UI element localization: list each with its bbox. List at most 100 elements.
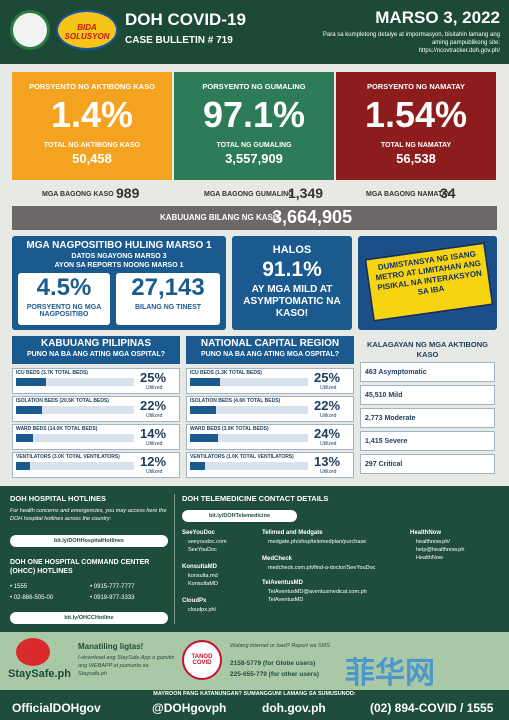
- hotline-text: For health concerns and emergencies, you…: [10, 508, 167, 522]
- card-label: PORSYENTO NG GUMALING: [202, 82, 306, 91]
- card-total-label: TOTAL NG AKTIBONG KASO: [43, 142, 141, 149]
- subtitle: CASE BULLETIN # 719: [125, 35, 233, 46]
- utilized-label: Utilized: [146, 413, 163, 419]
- tested-card: [116, 273, 220, 325]
- bida-logo: [56, 10, 118, 50]
- status-item: 463 Asymptomatic: [360, 362, 495, 382]
- mild-value: 91.1%: [262, 258, 322, 281]
- provider-line[interactable]: TelAventusMD: [268, 597, 304, 603]
- row-label: ICU BEDS (3.7K TOTAL BEDS): [16, 370, 88, 376]
- card: [12, 72, 172, 180]
- positivity-line: AYON SA REPORTS NOONG MARSO 1: [54, 262, 184, 269]
- rate: 4.5%: [36, 274, 92, 301]
- provider-line[interactable]: medgate.ph/shop/telemedplan/purchase: [268, 539, 367, 545]
- utilization: 25%: [140, 370, 167, 385]
- footer: [0, 690, 509, 720]
- bar-track: [16, 462, 134, 470]
- utilization: 12%: [140, 454, 167, 469]
- provider-line[interactable]: SeeYouDoc: [188, 547, 217, 553]
- footer-twitter[interactable]: @DOHgovph: [152, 701, 227, 715]
- tele-link[interactable]: bit.ly/DOHTelemedicine: [182, 510, 297, 522]
- provider-name: Telimed and Medgate: [262, 530, 323, 536]
- tanod-other: 225-655-779 (for other users): [230, 671, 319, 678]
- staysafe-band: [0, 632, 509, 690]
- bar-track: [190, 462, 308, 470]
- bar: [190, 434, 219, 442]
- new-label: MGA BAGONG NAMATAY: [366, 191, 451, 198]
- status-item: 1,415 Severe: [360, 431, 495, 451]
- provider-line[interactable]: konsulta.md: [188, 573, 218, 579]
- utilized-label: Utilized: [146, 469, 163, 475]
- status-title: KALAGAYAN NG MGA AKTIBONG KASO: [367, 340, 488, 359]
- provider-line[interactable]: help@healthnow.ph: [416, 547, 465, 553]
- bar: [190, 406, 216, 414]
- bar: [16, 378, 46, 386]
- provider-line[interactable]: healthnow.ph/: [416, 539, 450, 545]
- new-label: MGA BAGONG GUMALING: [204, 191, 294, 198]
- total-value: 3,664,905: [272, 207, 353, 227]
- new-label: MGA BAGONG KASO: [42, 191, 114, 198]
- hospital-header: [186, 336, 354, 364]
- rate-card: [18, 273, 110, 325]
- utilized-label: Utilized: [146, 441, 163, 447]
- row-label: WARD BEDS (3.9K TOTAL BEDS): [190, 426, 269, 432]
- hotline-number: • 02-886-505-00: [10, 595, 54, 601]
- mild-box: [232, 236, 352, 330]
- new-value: 1,349: [288, 185, 324, 201]
- utilization: 24%: [314, 426, 341, 441]
- doh-logo: [10, 10, 50, 50]
- footer-question: MAYROON PANG KATANUNGAN? SUMANGGUNI LAMA…: [153, 691, 356, 697]
- card-label: PORSYENTO NG AKTIBONG KASO: [29, 82, 155, 91]
- provider-name: TelAventusMD: [262, 580, 304, 586]
- card-total: 50,458: [72, 151, 112, 166]
- utilized-label: Utilized: [320, 385, 337, 391]
- bida-text: BIDA SOLUSYON: [64, 23, 110, 41]
- status-item: 297 Critical: [360, 454, 495, 474]
- provider-line[interactable]: seeyoudoc.com: [188, 539, 227, 545]
- hotline-link[interactable]: bit.ly/DOHHospitalHotlines: [10, 535, 168, 547]
- hospital-title: NATIONAL CAPITAL REGION: [200, 338, 340, 349]
- status-item: 2,773 Moderate: [360, 408, 495, 428]
- card-percent: 1.4%: [50, 94, 134, 135]
- hospital-subtitle: PUNO NA BA ANG ATING MGA OSPITAL?: [26, 351, 166, 358]
- hotline-number: • 0919-977-3333: [90, 595, 135, 601]
- mild-text: AY MGA MILD AT ASYMPTOMATIC NA KASO!: [243, 284, 341, 319]
- tanod-icon: [182, 640, 222, 680]
- provider-line[interactable]: HealthNow: [416, 555, 443, 561]
- card-label: PORSYENTO NG NAMATAY: [366, 82, 466, 91]
- provider-line[interactable]: KonsultaMD: [188, 581, 218, 587]
- provider-name: HealthNow: [410, 530, 442, 536]
- provider-line[interactable]: medcheck.com.ph/find-a-doctor/SeeYouDoc: [268, 565, 376, 571]
- ohcc-link[interactable]: bit.ly/OHCCHotline: [10, 612, 168, 624]
- provider-line[interactable]: cloudpx.ph/: [188, 607, 217, 613]
- utilized-label: Utilized: [320, 413, 337, 419]
- tanod-logo: TANOD COVID: [191, 654, 213, 666]
- tele-title: DOH TELEMEDICINE CONTACT DETAILS: [182, 494, 329, 503]
- provider-name: CloudPx: [182, 598, 207, 604]
- utilization: 25%: [314, 370, 341, 385]
- hospital-subtitle: PUNO NA BA ANG ATING MGA OSPITAL?: [200, 351, 340, 358]
- total-label: KABUUANG BILANG NG KASO: [160, 213, 280, 222]
- bar-track: [16, 434, 134, 442]
- bar: [16, 462, 31, 470]
- hotline-title: DOH HOSPITAL HOTLINES: [10, 494, 106, 503]
- provider-name: MedCheck: [262, 556, 293, 562]
- card: [174, 72, 334, 180]
- utilization: 22%: [140, 398, 167, 413]
- hospital-title: KABUUANG PILIPINAS: [40, 338, 151, 349]
- card: [336, 72, 496, 180]
- positivity-title: MGA NAGPOSITIBO HULING MARSO 1: [26, 240, 212, 251]
- utilization: 22%: [314, 398, 341, 413]
- footer-web[interactable]: doh.gov.ph: [262, 701, 326, 715]
- positivity-line: DATOS NGAYONG MARSO 3: [71, 253, 167, 260]
- bar: [16, 434, 33, 442]
- utilization: 14%: [140, 426, 167, 441]
- staysafe-text: I-download ang StaySafe App o gamitin an…: [78, 655, 175, 677]
- status-item: 45,510 Mild: [360, 385, 495, 405]
- footer-facebook[interactable]: OfficialDOHgov: [12, 701, 101, 715]
- divider: [174, 494, 175, 624]
- bar: [190, 462, 206, 470]
- card-percent: 97.1%: [202, 94, 306, 135]
- provider-line[interactable]: TelAventusMD@aventusmedical.com.ph: [268, 589, 367, 595]
- hotline-number: • 1555: [10, 584, 28, 590]
